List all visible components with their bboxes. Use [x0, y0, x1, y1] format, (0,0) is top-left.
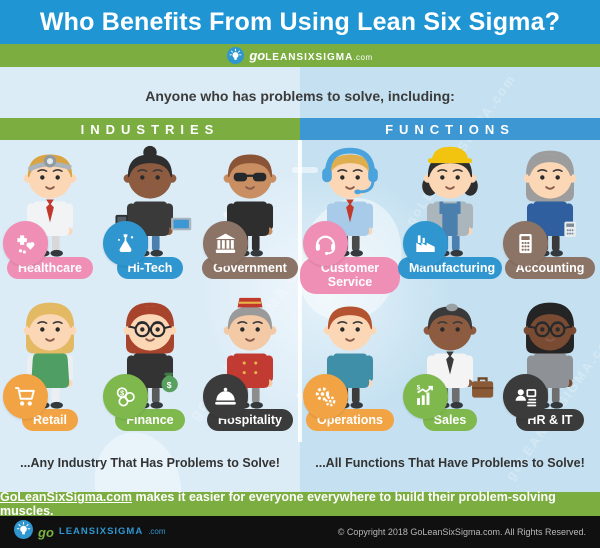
cell-government: Government — [200, 140, 300, 292]
cell-accounting: Accounting — [500, 140, 600, 292]
logo-main: LEANSIXSIGMA — [265, 51, 354, 63]
logo-go: go — [249, 47, 266, 63]
footer-logo[interactable]: go LEANSIXSIGMA .com — [14, 520, 166, 544]
cells-grid: Healthcare Hi-Tech Government — [0, 140, 600, 445]
lightbulb-logo-icon — [227, 47, 245, 64]
industries-header: INDUSTRIES — [0, 118, 300, 140]
message-text: GoLeanSixSigma.com makes it easier for e… — [0, 490, 600, 518]
functions-header-label: FUNCTIONS — [385, 121, 515, 137]
cell-hospitality: Hospitality — [200, 292, 300, 445]
footer: go LEANSIXSIGMA .com © Copyright 2018 GoLe… — [0, 516, 600, 548]
functions-header: FUNCTIONS — [300, 118, 600, 140]
cell-hr-it: HR & IT — [500, 292, 600, 445]
cell-sales: $ Sales — [400, 292, 500, 445]
hospitality-avatar — [202, 294, 298, 411]
hi-tech-badge-icon — [103, 221, 148, 266]
lightbulb-logo-icon — [14, 520, 33, 544]
logo-tld: .com — [353, 52, 373, 62]
subtitle: Anyone who has problems to solve, includ… — [145, 88, 455, 104]
footer-logo-go: go — [38, 524, 54, 540]
goleansixsigma-link[interactable]: GoLeanSixSigma.com — [0, 490, 132, 504]
logo-text: go LEANSIXSIGMA .com — [249, 49, 372, 63]
footer-logo-main: LEANSIXSIGMA — [58, 526, 144, 538]
cell-finance: $ $ Finance — [100, 292, 200, 445]
industries-tagline: ...Any Industry That Has Problems to Sol… — [20, 456, 280, 470]
footer-logo-tld: .com — [148, 527, 166, 536]
logo-band: go LEANSIXSIGMA .com — [0, 44, 600, 67]
svg-text:$: $ — [120, 388, 124, 397]
operations-avatar — [302, 294, 398, 411]
operations-badge-icon — [303, 374, 348, 419]
cell-customer-service: Customer Service — [300, 140, 400, 294]
svg-text:$: $ — [167, 380, 172, 390]
content-area: go LEANSIXSIGMA .com go LEANSIXSIGMA .com go… — [0, 67, 600, 545]
cell-manufacturing: Manufacturing — [398, 140, 502, 292]
industries-header-label: INDUSTRIES — [80, 121, 220, 137]
title-band: Who Benefits From Using Lean Six Sigma? — [0, 0, 600, 44]
cell-retail: Retail — [0, 292, 100, 445]
functions-tagline: ...All Functions That Have Problems to S… — [315, 456, 585, 470]
government-badge-icon — [203, 221, 248, 266]
column-divider — [298, 140, 302, 442]
message-rest: makes it easier for everyone everywhere … — [0, 490, 556, 518]
healthcare-badge-icon — [3, 221, 48, 266]
accounting-badge-icon — [503, 221, 548, 266]
svg-text:$: $ — [417, 384, 421, 391]
message-band: GoLeanSixSigma.com makes it easier for e… — [0, 490, 600, 518]
manufacturing-avatar — [402, 142, 498, 259]
manufacturing-badge-icon — [403, 221, 448, 266]
retail-badge-icon — [3, 374, 48, 419]
customer-service-badge-icon — [303, 221, 348, 266]
column-headers: INDUSTRIES FUNCTIONS — [0, 118, 600, 140]
cell-healthcare: Healthcare — [0, 140, 100, 292]
cell-hi-tech: Hi-Tech — [100, 140, 200, 292]
watermark-spark — [292, 167, 318, 173]
taglines-row: ...Any Industry That Has Problems to Sol… — [0, 445, 600, 492]
sales-badge-icon: $ — [403, 374, 448, 419]
cell-operations: Operations — [300, 292, 400, 445]
finance-badge-icon: $ — [103, 374, 148, 419]
copyright: © Copyright 2018 GoLeanSixSigma.com. All… — [337, 527, 586, 537]
accounting-avatar — [502, 142, 598, 259]
page-title: Who Benefits From Using Lean Six Sigma? — [39, 7, 561, 36]
hospitality-badge-icon — [203, 374, 248, 419]
hr-it-badge-icon — [503, 374, 548, 419]
